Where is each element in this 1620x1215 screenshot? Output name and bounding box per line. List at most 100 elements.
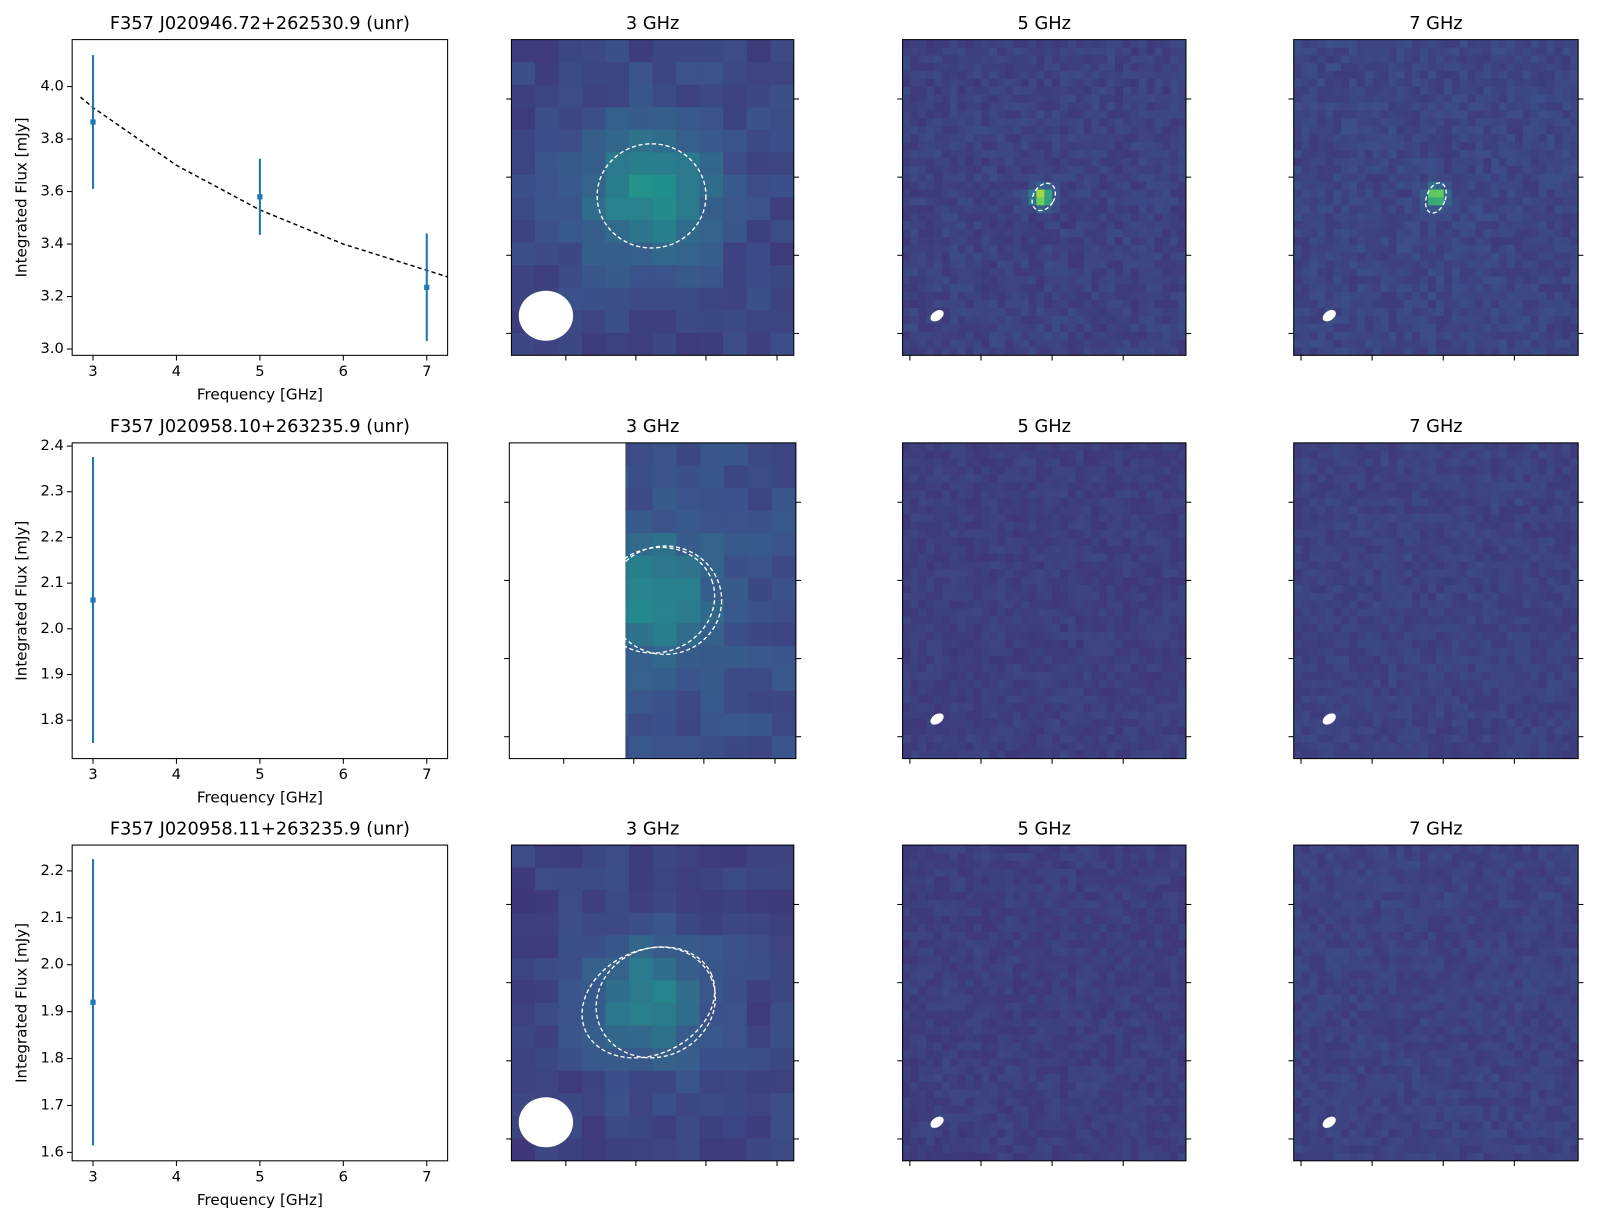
pixel <box>652 39 677 63</box>
pixel <box>1012 134 1022 143</box>
pixel <box>1099 474 1108 483</box>
pixel <box>1530 221 1540 230</box>
pixel <box>1099 711 1108 720</box>
pixel <box>926 260 935 269</box>
pixel <box>723 242 748 266</box>
pixel <box>965 671 974 681</box>
pixel <box>1060 679 1069 688</box>
pixel <box>1483 181 1492 190</box>
pixel <box>981 157 990 167</box>
pixel <box>1546 110 1555 119</box>
pixel <box>1475 339 1484 348</box>
pixel <box>934 537 943 546</box>
pixel <box>1162 608 1171 617</box>
pixel <box>1115 719 1124 728</box>
pixel <box>1546 102 1555 112</box>
pixel <box>1570 221 1579 230</box>
pixel <box>1467 110 1476 119</box>
pixel <box>1154 150 1163 159</box>
pixel <box>1420 47 1429 56</box>
pixel <box>1491 458 1500 467</box>
pixel <box>724 690 749 714</box>
pixel <box>1170 71 1179 80</box>
pixel <box>1083 307 1092 317</box>
pixel <box>1130 474 1140 483</box>
pixel <box>1146 529 1155 538</box>
pixel <box>1522 79 1532 88</box>
pixel <box>981 102 990 112</box>
pixel <box>1428 276 1437 285</box>
pixel <box>934 221 943 230</box>
pixel <box>981 703 990 712</box>
pixel <box>1388 315 1397 325</box>
pixel <box>973 221 982 230</box>
pixel <box>957 79 966 88</box>
pixel <box>1012 553 1022 562</box>
pixel <box>965 213 974 222</box>
pixel <box>1138 482 1148 491</box>
pixel <box>1107 719 1116 728</box>
pixel <box>748 555 773 579</box>
pixel <box>973 134 982 143</box>
pixel <box>1443 347 1453 356</box>
pixel <box>1099 79 1108 88</box>
pixel <box>558 39 583 63</box>
pixel <box>1491 236 1500 246</box>
pixel <box>1435 315 1445 325</box>
pixel <box>1020 276 1029 285</box>
pixel <box>1130 679 1140 688</box>
pixel <box>676 220 701 243</box>
pixel <box>1364 39 1374 48</box>
pixel <box>949 189 959 198</box>
pixel <box>1301 205 1310 214</box>
pixel <box>1341 307 1350 317</box>
pixel <box>1052 734 1061 744</box>
pixel <box>989 529 998 538</box>
pixel <box>941 252 951 262</box>
pixel <box>1028 561 1037 570</box>
panel-title: 7 GHz <box>1409 417 1462 437</box>
pixel <box>934 300 943 309</box>
pixel <box>965 284 974 293</box>
pixel <box>902 529 911 538</box>
pixel <box>934 55 943 64</box>
pixel <box>629 84 654 108</box>
pixel <box>1372 197 1382 206</box>
pixel <box>700 713 725 737</box>
pixel <box>965 126 974 135</box>
pixel <box>1083 86 1092 96</box>
pixel <box>1075 315 1085 325</box>
pixel <box>1067 663 1077 673</box>
pixel <box>625 465 630 489</box>
pixel <box>1170 600 1179 610</box>
pixel <box>1546 474 1555 483</box>
pixel <box>1083 236 1092 246</box>
pixel <box>1052 458 1061 467</box>
pixel <box>1122 577 1132 586</box>
pixel <box>1178 197 1186 206</box>
axes-frame <box>508 442 797 760</box>
pixel <box>1036 71 1045 80</box>
pixel <box>1004 632 1014 641</box>
pixel <box>1349 466 1358 475</box>
pixel <box>989 569 998 578</box>
pixel <box>1036 577 1045 586</box>
pixel <box>1380 339 1389 348</box>
pixel <box>1178 165 1186 175</box>
pixel <box>1451 102 1461 112</box>
pixel <box>934 490 943 499</box>
pixel <box>1372 347 1382 356</box>
pixel <box>652 197 677 221</box>
pixel <box>1028 521 1037 531</box>
pixel <box>1162 640 1171 649</box>
pixel <box>1012 577 1022 586</box>
pixel <box>902 252 911 262</box>
pixel <box>1341 474 1350 483</box>
pixel <box>724 623 749 647</box>
pixel <box>1044 640 1053 649</box>
pixel <box>511 265 536 289</box>
pixel <box>1341 47 1350 56</box>
pixel <box>934 126 943 135</box>
pixel <box>1178 307 1186 317</box>
pixel <box>1364 236 1374 246</box>
